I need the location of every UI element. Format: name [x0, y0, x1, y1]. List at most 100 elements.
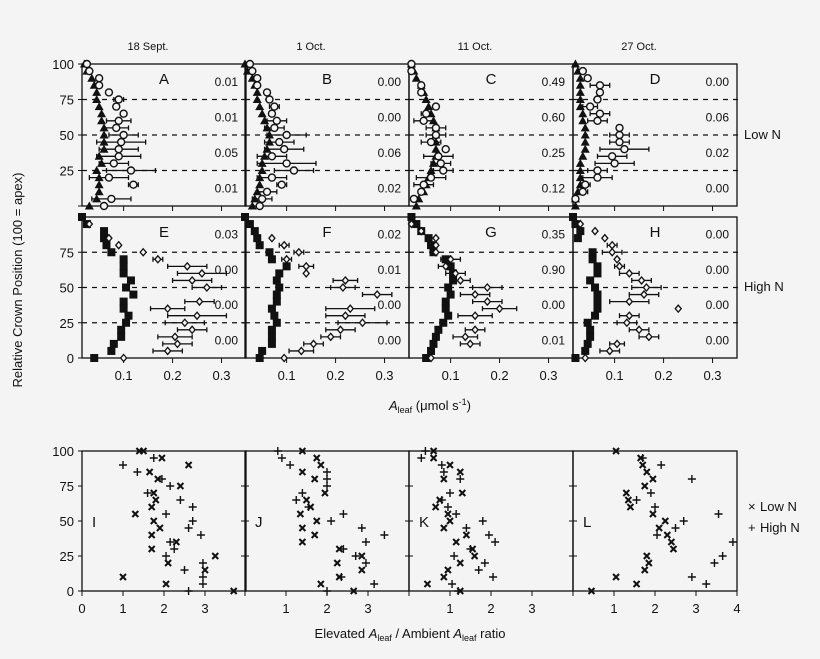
x-tick-label: 0.1: [278, 368, 296, 383]
column-title: 27 Oct.: [621, 41, 656, 53]
ambient-square-point: [444, 283, 453, 292]
elevated-diamond-point: [139, 247, 148, 257]
high-n-plus-point: [323, 468, 331, 476]
ambient-triangle-point: [575, 95, 585, 103]
low-n-x-point: [131, 510, 140, 518]
p-value-label: 0.06: [378, 146, 402, 160]
high-n-plus-point: [462, 524, 471, 532]
elevated-circle-point: [417, 88, 426, 97]
x-tick-label: 0: [78, 601, 85, 616]
ambient-triangle-point: [570, 59, 580, 68]
low-n-x-point: [440, 475, 448, 483]
elevated-diamond-point: [280, 353, 289, 363]
elevated-circle-point: [112, 123, 121, 133]
ambient-square-point: [431, 332, 440, 341]
ambient-triangle-point: [570, 201, 580, 210]
high-n-plus-point: [176, 496, 185, 504]
ambient-triangle-point: [255, 180, 265, 189]
p-value-label: 0.01: [215, 75, 239, 89]
low-n-x-point: [641, 482, 649, 490]
ambient-square-point: [255, 241, 264, 250]
low-n-x-point: [298, 447, 307, 455]
x-tick-label: 0.3: [703, 368, 721, 383]
elevated-diamond-point: [341, 275, 350, 285]
high-n-plus-point: [437, 461, 446, 469]
elevated-circle-point: [248, 66, 257, 76]
p-value-label: 0.06: [706, 110, 730, 124]
panel-frame: [81, 450, 247, 592]
ambient-square-point: [265, 248, 274, 257]
elevated-circle-point: [571, 194, 580, 204]
low-n-x-point: [645, 559, 653, 567]
high-n-plus-point: [443, 503, 452, 511]
high-n-plus-point: [277, 454, 286, 462]
high-n-plus-point: [439, 468, 448, 476]
p-value-label: 0.00: [706, 263, 730, 277]
ambient-square-point: [576, 227, 585, 236]
x-tick-label: 0.2: [164, 368, 182, 383]
low-n-x-point: [147, 503, 156, 511]
low-n-x-point: [423, 580, 432, 588]
elevated-diamond-point: [483, 297, 492, 307]
low-n-x-point: [612, 573, 620, 581]
elevated-diamond-point: [309, 339, 318, 349]
low-n-x-point: [296, 510, 305, 518]
low-n-x-point: [298, 524, 307, 532]
low-n-x-point: [201, 566, 209, 574]
elevated-diamond-point: [188, 275, 197, 285]
elevated-diamond-point: [674, 304, 683, 314]
elevated-circle-point: [267, 152, 277, 161]
row-label-low-n: Low N: [744, 127, 781, 142]
p-value-label: 0.00: [706, 298, 730, 312]
ambient-triangle-point: [257, 109, 267, 118]
low-n-x-point: [643, 552, 651, 560]
elevated-circle-point: [114, 95, 123, 104]
low-n-x-point: [184, 461, 193, 469]
ambient-square-point: [122, 318, 131, 327]
elevated-diamond-point: [642, 283, 651, 292]
legend-high-n-label: High N: [760, 520, 800, 535]
elevated-circle-point: [275, 137, 284, 147]
elevated-diamond-point: [105, 233, 113, 243]
y-tick-label: 50: [60, 281, 74, 296]
elevated-diamond-point: [615, 261, 624, 271]
elevated-circle-point: [94, 73, 104, 83]
high-n-plus-point: [337, 573, 346, 581]
p-value-label: 0.01: [378, 263, 402, 277]
high-n-plus-point: [474, 566, 483, 574]
low-n-x-point: [638, 461, 647, 469]
ambient-triangle-point: [421, 95, 431, 103]
x-tick-label: 0.1: [442, 368, 460, 383]
elevated-diamond-point: [432, 233, 440, 243]
y-tick-label: 0: [67, 351, 74, 366]
ambient-square-point: [267, 304, 276, 313]
elevated-circle-point: [593, 173, 602, 182]
elevated-circle-point: [407, 59, 416, 69]
ambient-square-point: [583, 318, 592, 327]
x-tick-label: 3: [201, 601, 208, 616]
high-n-plus-point: [702, 580, 711, 588]
low-n-x-point: [154, 475, 162, 483]
x-tick-label: 2: [651, 601, 658, 616]
panel-letter: J: [255, 514, 263, 531]
low-n-x-point: [211, 552, 219, 560]
legend-low-n-label: Low N: [760, 499, 797, 514]
ambient-square-point: [272, 318, 281, 327]
p-value-label: 0.00: [378, 110, 402, 124]
x-tick-label: 2: [487, 601, 494, 616]
ambient-square-point: [427, 241, 436, 250]
ambient-square-point: [441, 297, 450, 306]
ambient-square-point: [267, 339, 276, 348]
high-n-plus-point: [166, 538, 175, 546]
elevated-circle-point: [436, 159, 446, 168]
ambient-triangle-point: [97, 109, 107, 118]
elevated-circle-point: [267, 109, 277, 118]
y-tick-label: 100: [52, 57, 74, 72]
elevated-circle-point: [593, 166, 602, 175]
low-n-x-point: [321, 489, 329, 497]
elevated-diamond-point: [183, 261, 192, 271]
panel-frame: [572, 450, 738, 592]
high-n-plus-point: [327, 517, 336, 525]
high-n-plus-point: [417, 454, 426, 462]
elevated-circle-point: [245, 59, 255, 69]
